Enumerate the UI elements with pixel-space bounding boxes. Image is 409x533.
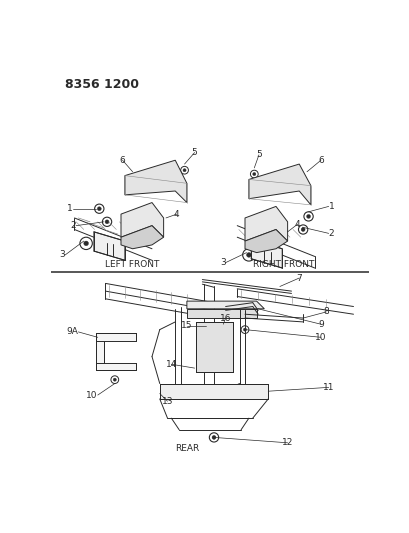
Polygon shape: [96, 341, 104, 363]
Text: 4: 4: [173, 209, 179, 219]
Text: 13: 13: [162, 397, 173, 406]
Polygon shape: [96, 334, 136, 341]
Text: 2: 2: [328, 229, 333, 238]
Text: 6: 6: [119, 156, 125, 165]
Text: 10: 10: [315, 333, 326, 342]
Text: 7: 7: [296, 273, 301, 282]
Circle shape: [246, 253, 251, 257]
Text: 1: 1: [328, 202, 334, 211]
Text: 6: 6: [317, 156, 323, 165]
Text: RIGHT FRONT: RIGHT FRONT: [252, 260, 314, 269]
Circle shape: [243, 328, 246, 331]
Text: 2: 2: [70, 221, 76, 230]
Text: 9: 9: [317, 320, 323, 329]
Circle shape: [83, 241, 88, 246]
Polygon shape: [251, 239, 281, 268]
Text: 4: 4: [294, 220, 300, 229]
Text: 5: 5: [256, 150, 261, 159]
Circle shape: [204, 334, 207, 336]
Text: 14: 14: [165, 360, 177, 369]
Text: REAR: REAR: [174, 445, 198, 454]
Polygon shape: [121, 203, 163, 237]
Circle shape: [105, 220, 109, 224]
Text: 5: 5: [191, 148, 197, 157]
Circle shape: [204, 351, 207, 354]
Polygon shape: [121, 225, 163, 249]
Text: 8: 8: [323, 308, 328, 317]
Text: 3: 3: [219, 258, 225, 267]
Polygon shape: [187, 309, 256, 318]
Text: 3: 3: [59, 251, 65, 260]
Text: 16: 16: [219, 313, 231, 322]
Polygon shape: [96, 363, 136, 370]
Text: 12: 12: [281, 438, 292, 447]
Polygon shape: [125, 160, 187, 203]
Polygon shape: [94, 232, 125, 260]
Circle shape: [252, 173, 255, 175]
Text: 10: 10: [86, 391, 97, 400]
Circle shape: [301, 228, 304, 231]
Circle shape: [221, 334, 224, 336]
Polygon shape: [196, 322, 233, 372]
Polygon shape: [160, 384, 267, 399]
Polygon shape: [248, 164, 310, 205]
Text: 1: 1: [67, 204, 73, 213]
Circle shape: [113, 378, 116, 381]
Text: LEFT FRONT: LEFT FRONT: [105, 260, 160, 269]
Circle shape: [182, 168, 186, 172]
Text: 8356 1200: 8356 1200: [65, 78, 139, 91]
Circle shape: [306, 214, 310, 219]
Circle shape: [221, 351, 224, 354]
Circle shape: [211, 435, 216, 439]
Text: 11: 11: [322, 383, 334, 392]
Polygon shape: [245, 206, 287, 241]
Polygon shape: [245, 230, 287, 253]
Text: 15: 15: [181, 321, 192, 330]
Text: 9A: 9A: [66, 327, 78, 336]
Polygon shape: [187, 301, 264, 309]
Circle shape: [97, 207, 101, 211]
